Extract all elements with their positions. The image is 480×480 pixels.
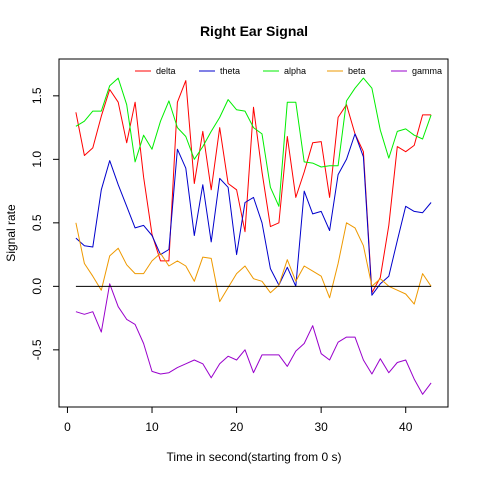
y-tick-label: 0.0 xyxy=(30,278,44,295)
x-tick-label: 20 xyxy=(230,420,244,434)
legend: delta theta alpha beta gamma xyxy=(135,66,442,76)
series-layer xyxy=(75,77,432,395)
x-tick-label: 10 xyxy=(145,420,159,434)
y-tick-label: 0.5 xyxy=(30,214,44,231)
y-axis: -0.5 0.0 0.5 1.0 1.5 xyxy=(30,87,60,360)
series-line-theta xyxy=(75,133,432,296)
legend-label-beta: beta xyxy=(348,66,366,76)
y-tick-label: -0.5 xyxy=(30,339,44,360)
legend-label-alpha: alpha xyxy=(284,66,306,76)
series-line-alpha xyxy=(75,77,432,207)
x-tick-label: 0 xyxy=(64,420,71,434)
y-tick-label: 1.0 xyxy=(30,151,44,168)
y-tick-label: 1.5 xyxy=(30,87,44,104)
legend-label-delta: delta xyxy=(156,66,176,76)
x-axis-label: Time in second(starting from 0 s) xyxy=(167,450,342,464)
chart-title: Right Ear Signal xyxy=(200,23,308,39)
x-axis: 0 10 20 30 40 xyxy=(64,406,413,434)
x-tick-label: 30 xyxy=(314,420,328,434)
y-axis-label: Signal rate xyxy=(4,204,18,262)
legend-label-gamma: gamma xyxy=(412,66,442,76)
legend-label-theta: theta xyxy=(220,66,240,76)
series-line-gamma xyxy=(75,283,432,395)
x-tick-label: 40 xyxy=(399,420,413,434)
